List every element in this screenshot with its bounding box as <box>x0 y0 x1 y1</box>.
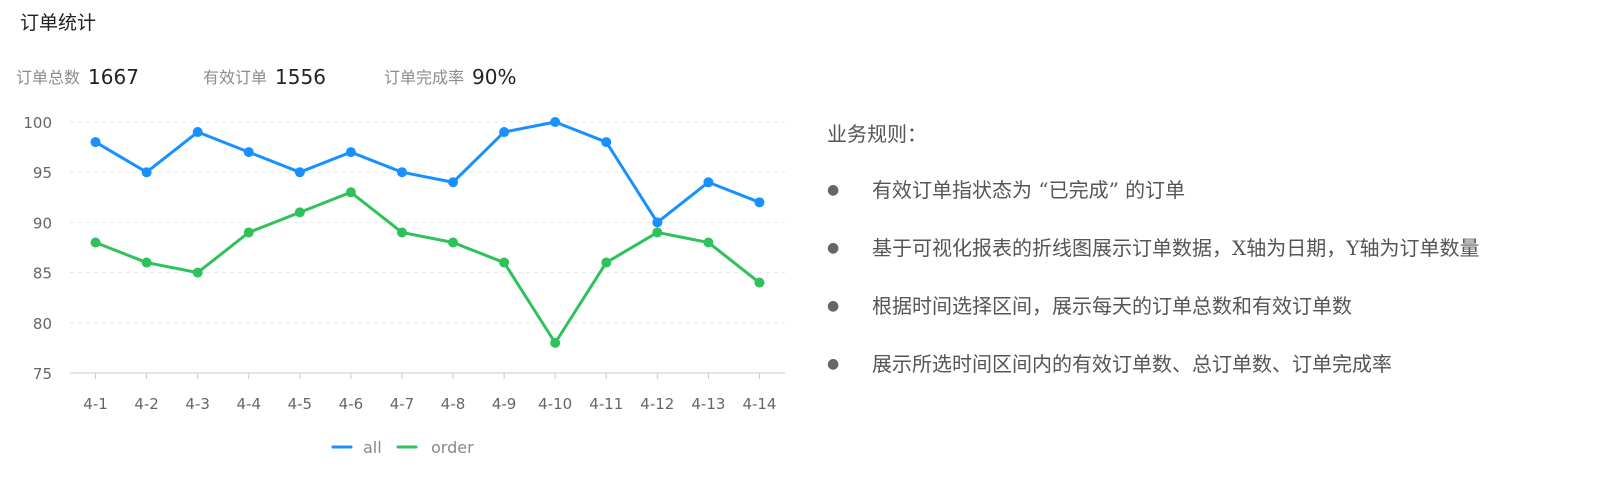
data-point-all <box>396 167 407 178</box>
stat-value: 1667 <box>88 65 139 89</box>
data-point-all <box>499 127 510 138</box>
data-point-all <box>141 167 152 178</box>
data-point-order <box>754 277 765 288</box>
data-point-order <box>345 187 356 198</box>
data-point-all <box>703 177 714 188</box>
x-tick-label: 4-6 <box>339 395 364 413</box>
stat-total-orders: 订单总数 1667 <box>16 64 139 89</box>
data-point-order <box>90 237 101 248</box>
stat-completion-rate: 订单完成率 90% <box>384 64 517 89</box>
x-tick-label: 4-2 <box>134 395 159 413</box>
stat-value: 1556 <box>275 65 326 89</box>
data-point-order <box>550 337 561 348</box>
x-tick-label: 4-10 <box>538 395 572 413</box>
data-point-all <box>243 147 254 158</box>
x-tick-label: 4-9 <box>492 395 517 413</box>
data-point-order <box>448 237 459 248</box>
y-tick-label: 85 <box>33 265 52 283</box>
rule-item: ● 基于可视化报表的折线图展示订单数据，X轴为日期，Y轴为订单数量 <box>827 219 1607 277</box>
x-tick-label: 4-13 <box>691 395 725 413</box>
rule-item: ● 展示所选时间区间内的有效订单数、总订单数、订单完成率 <box>827 335 1607 393</box>
x-tick-label: 4-5 <box>288 395 313 413</box>
rule-item: ● 有效订单指状态为 “已完成” 的订单 <box>827 161 1607 219</box>
data-point-order <box>703 237 714 248</box>
rule-text: 根据时间选择区间，展示每天的订单总数和有效订单数 <box>872 294 1352 318</box>
rule-item: ● 根据时间选择区间，展示每天的订单总数和有效订单数 <box>827 277 1607 335</box>
stat-label: 订单完成率 <box>384 68 465 87</box>
y-tick-label: 90 <box>33 214 52 232</box>
x-tick-label: 4-1 <box>83 395 108 413</box>
x-tick-label: 4-4 <box>237 395 262 413</box>
x-tick-label: 4-12 <box>640 395 674 413</box>
data-point-all <box>601 137 612 148</box>
y-tick-label: 95 <box>33 164 52 182</box>
data-point-order <box>601 257 612 268</box>
x-tick-label: 4-7 <box>390 395 415 413</box>
stat-value: 90% <box>472 65 517 89</box>
data-point-all <box>345 147 356 158</box>
y-tick-label: 75 <box>33 365 52 383</box>
rule-text: 基于可视化报表的折线图展示订单数据，X轴为日期，Y轴为订单数量 <box>872 236 1480 260</box>
rules-list: ● 有效订单指状态为 “已完成” 的订单 ● 基于可视化报表的折线图展示订单数据，X… <box>827 161 1607 393</box>
series-line-all <box>94 120 761 224</box>
x-tick-label: 4-11 <box>589 395 623 413</box>
x-tick-label: 4-3 <box>185 395 210 413</box>
data-point-order <box>499 257 510 268</box>
stat-label: 有效订单 <box>203 68 268 87</box>
data-point-all <box>192 127 203 138</box>
data-point-all <box>550 117 561 127</box>
legend-label-order: order <box>431 438 474 457</box>
data-point-order <box>652 227 663 238</box>
x-tick-label: 4-14 <box>742 395 776 413</box>
stat-valid-orders: 有效订单 1556 <box>203 64 326 89</box>
bullet-icon: ● <box>827 356 840 372</box>
y-tick-label: 80 <box>33 315 52 333</box>
bullet-icon: ● <box>827 182 840 198</box>
data-point-order <box>192 267 203 278</box>
card-title: 订单统计 <box>20 12 97 34</box>
line-chart: 75 80 85 90 95 100 4-1 4-2 4-3 4-4 4-5 4-6 4-7 4-8 4-9… <box>23 114 785 457</box>
data-point-all <box>294 167 305 178</box>
data-point-all <box>448 177 459 188</box>
data-point-order <box>294 207 305 218</box>
rules-title: 业务规则： <box>827 122 927 146</box>
stat-label: 订单总数 <box>16 68 81 87</box>
y-tick-label: 100 <box>23 114 52 132</box>
rule-text: 有效订单指状态为 “已完成” 的订单 <box>872 178 1186 202</box>
data-point-order <box>396 227 407 238</box>
data-point-all <box>90 137 101 148</box>
bullet-icon: ● <box>827 298 840 314</box>
bullet-icon: ● <box>827 240 840 256</box>
data-point-all <box>754 197 765 208</box>
data-point-all <box>652 217 663 228</box>
series-line-order <box>94 190 761 345</box>
legend-label-all: all <box>363 438 382 457</box>
data-point-order <box>243 227 254 238</box>
x-tick-label: 4-8 <box>441 395 466 413</box>
business-rules: 业务规则： ● 有效订单指状态为 “已完成” 的订单 ● 基于可视化报表的折线图展示… <box>827 118 1607 393</box>
data-point-order <box>141 257 152 268</box>
rule-text: 展示所选时间区间内的有效订单数、总订单数、订单完成率 <box>872 352 1392 376</box>
